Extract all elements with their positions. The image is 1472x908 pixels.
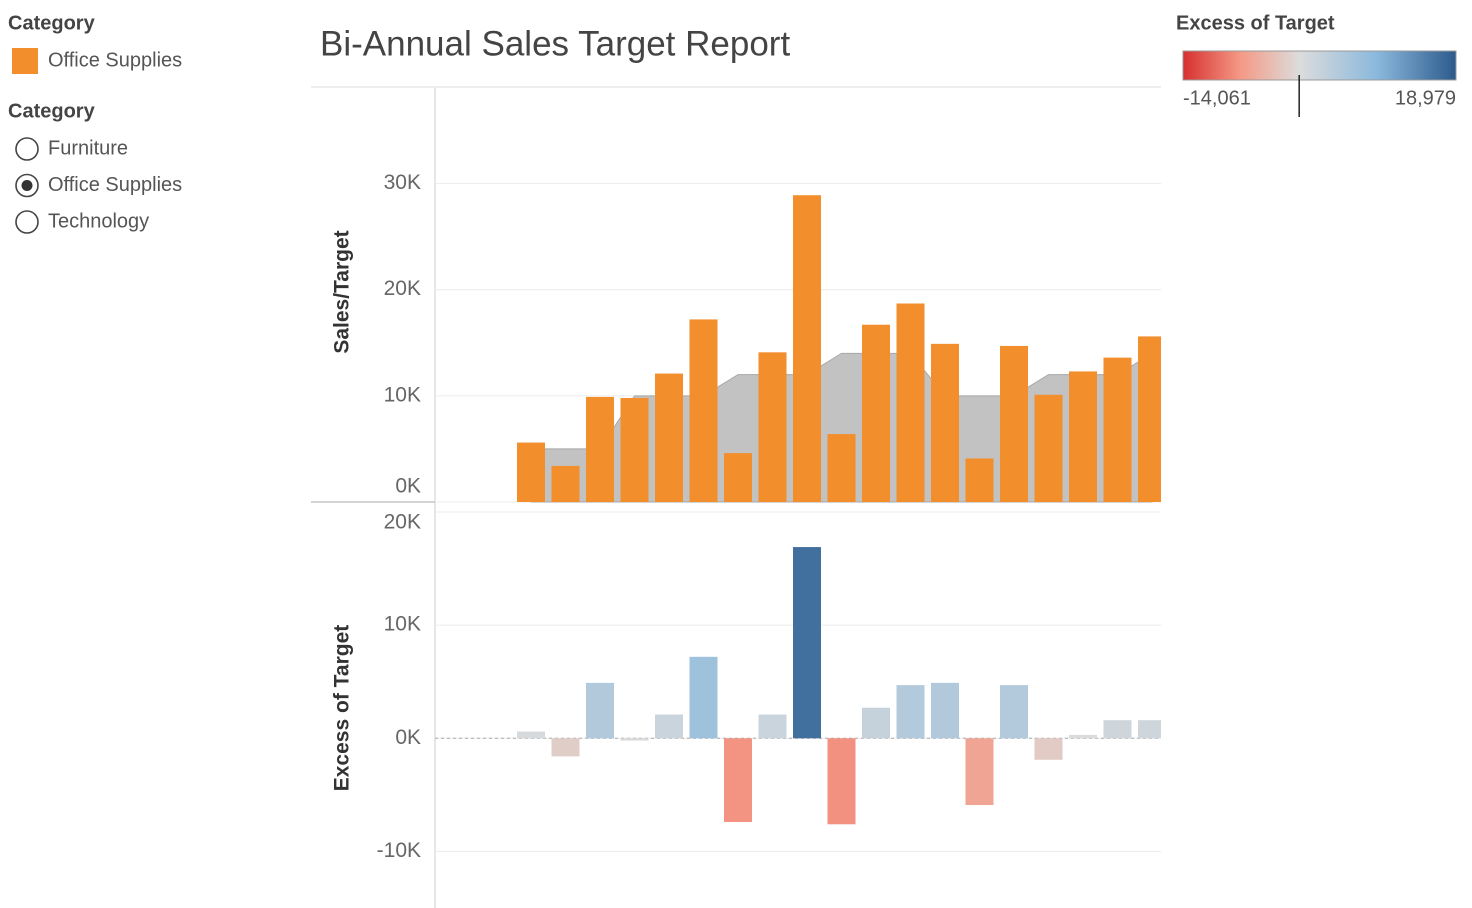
radio-option[interactable]: Technology [15, 210, 149, 234]
radio-dot[interactable] [21, 180, 33, 191]
y-tick-label: 0K [395, 475, 421, 498]
radio-label[interactable]: Furniture [48, 137, 128, 159]
radio-option[interactable]: Furniture [15, 137, 128, 161]
y-tick-label: 10K [384, 383, 421, 406]
bar [827, 738, 856, 825]
bar [689, 319, 718, 502]
bar [724, 453, 752, 502]
radio-button[interactable] [15, 137, 39, 161]
y-tick-label: 20K [384, 277, 421, 300]
bar [1034, 738, 1063, 760]
color-legend-min: -14,061 [1183, 87, 1251, 109]
bar [1138, 336, 1161, 502]
bar [758, 714, 787, 739]
bar [1103, 720, 1132, 739]
y-tick-label: 30K [384, 171, 421, 194]
bar [1069, 734, 1097, 739]
legend-title: Category [8, 12, 96, 34]
y-tick-label: -10K [377, 839, 421, 862]
bar [551, 465, 580, 502]
bar [965, 738, 994, 806]
bar [1034, 394, 1063, 502]
bar [1138, 720, 1161, 739]
bar [655, 373, 683, 502]
legend-swatch [12, 48, 38, 74]
bar [862, 324, 890, 502]
bar [724, 738, 752, 823]
y-axis-title: Sales/Target [331, 230, 354, 353]
bar [551, 738, 580, 757]
bar [931, 343, 959, 502]
y-tick-label: 0K [395, 726, 421, 749]
y-tick-label: 20K [384, 511, 421, 534]
y-axis-title: Excess of Target [331, 625, 354, 792]
radio-option[interactable]: Office Supplies [15, 173, 182, 198]
radio-label[interactable]: Technology [48, 210, 149, 232]
bar [827, 434, 856, 502]
radio-button[interactable] [15, 210, 39, 234]
color-legend-title: Excess of Target [1176, 12, 1335, 34]
bar [689, 656, 718, 739]
bar [896, 685, 925, 739]
radio-label[interactable]: Office Supplies [48, 174, 182, 196]
y-tick-label: 10K [384, 613, 421, 636]
target-area [530, 352, 1153, 503]
bar [586, 682, 614, 739]
bar [1069, 371, 1097, 502]
color-ramp [1182, 50, 1457, 81]
bar [620, 397, 649, 502]
bar [620, 738, 649, 741]
color-legend-max: 18,979 [1395, 87, 1456, 109]
filter-title: Category [8, 100, 96, 122]
legend-label: Office Supplies [48, 49, 182, 71]
bar [758, 352, 787, 502]
plot-area [435, 547, 1161, 825]
bar [1000, 345, 1028, 502]
bar [793, 195, 821, 502]
bar [1103, 357, 1132, 502]
bar [965, 458, 994, 502]
bar [517, 442, 545, 502]
bar [517, 731, 545, 739]
bar [655, 714, 683, 739]
bar [862, 707, 890, 739]
plot-area [517, 195, 1161, 503]
bar [896, 303, 925, 502]
dashboard-title: Bi-Annual Sales Target Report [320, 24, 790, 63]
bar [931, 682, 959, 739]
bar [793, 547, 821, 739]
bar [1000, 685, 1028, 739]
bar [586, 396, 614, 502]
